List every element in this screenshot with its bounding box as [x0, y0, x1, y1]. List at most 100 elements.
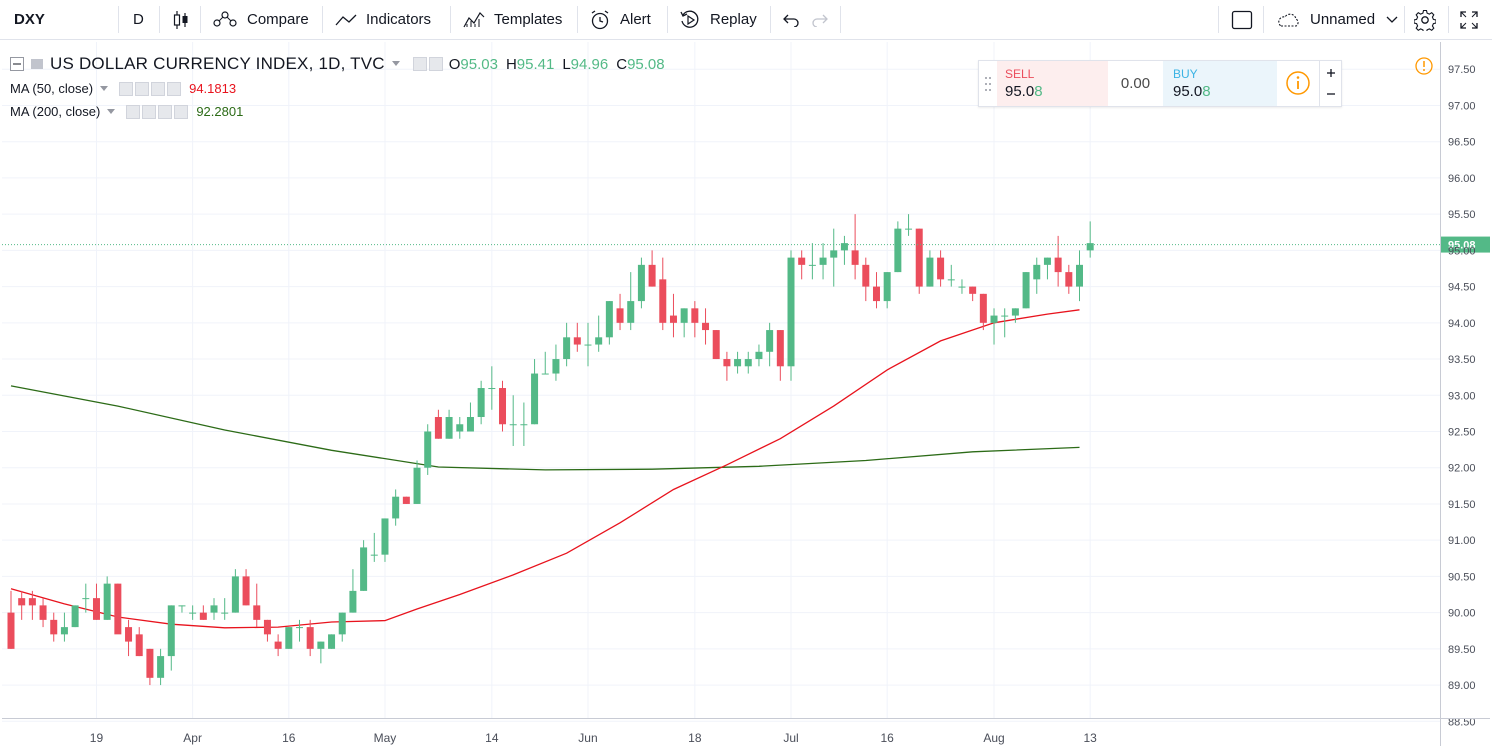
candle-body — [979, 293, 987, 323]
eye-icon[interactable] — [126, 104, 141, 119]
drag-handle[interactable] — [979, 61, 997, 106]
candle-body — [221, 612, 229, 614]
open-label: O — [448, 55, 461, 73]
candle-body — [146, 648, 154, 678]
layout-name-label: Unnamed — [1310, 11, 1376, 28]
minus-icon[interactable] — [1320, 83, 1342, 105]
candle-body — [210, 605, 218, 613]
candle-body — [1022, 272, 1030, 309]
layout-menu-button[interactable]: Unnamed — [1275, 0, 1398, 39]
quantity-stepper — [1319, 61, 1342, 106]
x-tick-label: 14 — [485, 731, 499, 745]
gear-icon[interactable] — [428, 57, 443, 71]
candle-body — [1065, 272, 1073, 287]
candle-body — [637, 264, 645, 302]
templates-icon — [463, 11, 485, 27]
chevron-down-icon[interactable] — [106, 108, 116, 116]
collapse-legend-icon[interactable] — [10, 57, 24, 71]
candle-body — [231, 576, 239, 613]
buy-price: 95.08 — [1173, 83, 1211, 100]
alert-button[interactable]: Alert — [589, 0, 651, 39]
y-tick-label: 92.00 — [1448, 463, 1476, 475]
fullscreen-toggle-button[interactable] — [1231, 0, 1253, 39]
indicators-button[interactable]: Indicators — [335, 0, 431, 39]
gear-icon[interactable] — [142, 104, 157, 119]
candle-body — [937, 257, 945, 280]
square-icon — [1231, 10, 1253, 29]
candle-body — [734, 359, 742, 367]
ma200-label: MA (200, close) — [10, 104, 101, 119]
undo-icon — [783, 14, 799, 27]
candle-body — [103, 583, 111, 620]
candle-body — [338, 612, 346, 635]
compare-button[interactable]: Compare — [212, 0, 309, 39]
candles-icon — [173, 10, 188, 29]
close-icon[interactable] — [167, 81, 182, 96]
eye-icon[interactable] — [412, 57, 427, 71]
candle-body — [691, 308, 699, 323]
toolbar-divider — [770, 6, 771, 33]
plus-icon[interactable] — [158, 104, 173, 119]
candle-body — [317, 641, 325, 649]
candle-body — [680, 308, 688, 323]
ma50-series — [10, 309, 1080, 629]
buy-button[interactable]: BUY 95.08 — [1163, 61, 1277, 106]
chart-style-button[interactable] — [172, 0, 190, 39]
ma50-legend: MA (50, close) 94.1813 — [10, 81, 236, 96]
candle-body — [712, 330, 720, 360]
candle-body — [253, 605, 261, 620]
info-icon[interactable] — [1285, 70, 1311, 96]
candle-body — [755, 351, 763, 360]
candle-body — [584, 344, 592, 346]
candle-body — [990, 315, 998, 323]
plus-icon[interactable] — [1320, 62, 1342, 84]
close-icon[interactable] — [174, 104, 189, 119]
candle-body — [1054, 257, 1062, 273]
y-tick-label: 89.50 — [1448, 644, 1476, 656]
axes: 97.50 97.00 96.50 96.00 95.50 95.00 94.50 94.00… — [2, 42, 1490, 746]
ma200-line — [10, 385, 1080, 471]
maximize-button[interactable] — [1459, 0, 1479, 39]
x-tick-label: 16 — [282, 731, 296, 745]
candle-body — [189, 612, 197, 614]
replay-button[interactable]: Replay — [679, 0, 757, 39]
candle-body — [969, 286, 977, 294]
price-chart[interactable]: 95.08 97.50 97.00 96.50 96.00 95.50 95.00 94.5… — [2, 42, 1490, 746]
settings-button[interactable] — [1414, 0, 1436, 39]
redo-icon — [812, 14, 828, 27]
templates-label: Templates — [494, 11, 563, 28]
candle-body — [39, 605, 47, 620]
candle-body — [488, 388, 496, 390]
chart-area[interactable]: 95.08 97.50 97.00 96.50 96.00 95.50 95.00 94.5… — [2, 42, 1490, 746]
candle-body — [370, 554, 378, 556]
candle-body — [862, 264, 870, 287]
toolbar-divider — [577, 6, 578, 33]
candle-body — [92, 598, 100, 620]
chevron-down-icon[interactable] — [391, 60, 401, 68]
gear-icon[interactable] — [135, 81, 150, 96]
ma50-value: 94.1813 — [189, 81, 237, 96]
interval-button[interactable]: D — [133, 0, 144, 39]
buy-label: BUY — [1173, 67, 1198, 81]
chevron-down-icon[interactable] — [99, 85, 109, 93]
candle-body — [744, 359, 752, 367]
info-icon[interactable] — [1414, 56, 1434, 76]
redo-button[interactable] — [812, 0, 830, 39]
candle-body — [456, 424, 464, 432]
sell-button[interactable]: SELL 95.08 — [997, 61, 1108, 106]
plus-icon[interactable] — [151, 81, 166, 96]
candle-body — [392, 496, 400, 519]
undo-button[interactable] — [781, 0, 799, 39]
candle-body — [125, 627, 133, 642]
grid-lines — [2, 42, 1440, 722]
interval-label: D — [133, 11, 144, 28]
eye-icon[interactable] — [119, 81, 134, 96]
top-toolbar: DXY D Compare Indicators Templates Alert… — [0, 0, 1492, 40]
sell-price: 95.08 — [1005, 83, 1043, 100]
symbol-search[interactable]: DXY — [14, 0, 45, 39]
templates-button[interactable]: Templates — [463, 0, 562, 39]
indicators-label: Indicators — [366, 11, 432, 28]
replay-icon — [680, 10, 699, 28]
y-tick-label: 93.50 — [1448, 354, 1476, 366]
candle-body — [552, 359, 560, 374]
